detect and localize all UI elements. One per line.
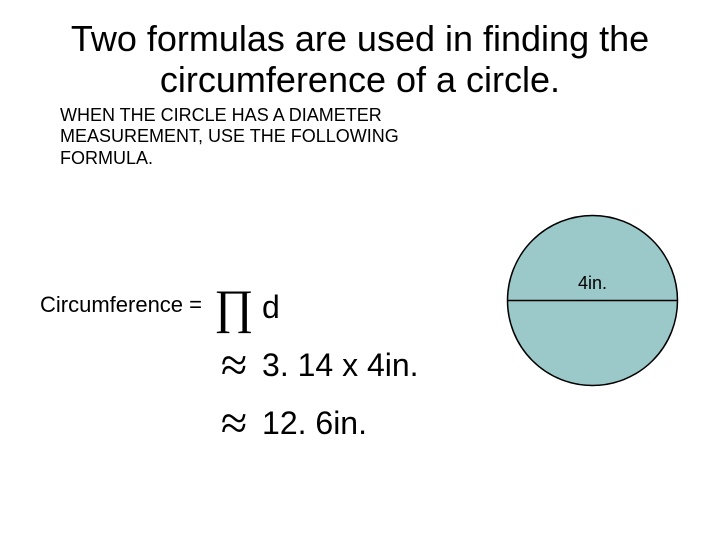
formula-line-3: ≈ 12. 6in. (210, 394, 419, 452)
diameter-label: 4in. (505, 273, 680, 294)
formula-line-1: ∏ d (210, 278, 419, 336)
formula-lhs: Circumference = (40, 292, 202, 318)
formula-value-1: d (262, 289, 280, 326)
formula-value-3: 12. 6in. (262, 405, 367, 442)
page-title: Two formulas are used in finding the cir… (0, 18, 720, 101)
approx-symbol-1: ≈ (210, 338, 258, 393)
approx-symbol-2: ≈ (210, 396, 258, 451)
circle-diagram: 4in. (505, 213, 680, 388)
subtitle: WHEN THE CIRCLE HAS A DIAMETER MEASUREME… (0, 105, 520, 170)
formula-block: Circumference = ∏ d ≈ 3. 14 x 4in. ≈ 12.… (40, 278, 419, 452)
pi-symbol: ∏ (210, 280, 258, 335)
circle-svg (505, 213, 680, 388)
formula-value-2: 3. 14 x 4in. (262, 347, 419, 384)
formula-line-2: ≈ 3. 14 x 4in. (210, 336, 419, 394)
formula-lines: ∏ d ≈ 3. 14 x 4in. ≈ 12. 6in. (210, 278, 419, 452)
